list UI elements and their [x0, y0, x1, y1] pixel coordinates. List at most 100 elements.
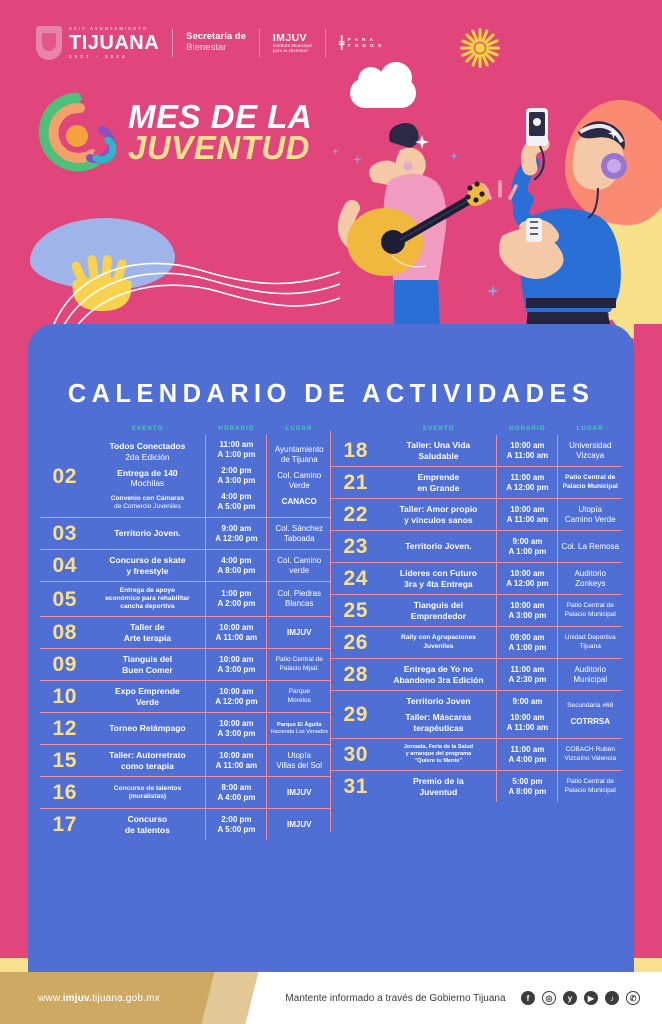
horario-line: A 12:00 pm: [215, 533, 258, 543]
tijuana-crest-icon: [36, 26, 62, 60]
youtube-icon[interactable]: ▶: [584, 991, 598, 1005]
table-row[interactable]: 30 Jornada, Feria de la Salud y arranque d…: [331, 738, 622, 771]
horario-cell: 2:00 pm A 5:00 pm: [205, 808, 267, 841]
evento-line: Territorio Joven: [406, 696, 471, 706]
day-cell: 29: [331, 689, 381, 739]
evento-cell: Entrega de apoyo económico para rehabilit…: [89, 580, 206, 617]
day-cell: 22: [331, 498, 381, 531]
table-row[interactable]: 12 Torneo Relámpago 10:00 am A 3:00 pm Parqu…: [40, 712, 331, 745]
twitter-icon[interactable]: y: [563, 991, 577, 1005]
table-row[interactable]: 31 Premio de la Juventud 5:00 pm A 8:00 pm Pa…: [331, 770, 622, 803]
day-number: 03: [52, 522, 77, 545]
evento-text: Taller de Arte terapia: [91, 622, 203, 643]
ayuntamiento-label: XXIV AYUNTAMIENTO: [69, 25, 149, 31]
table-row[interactable]: 15 Taller: Autorretrato como terapia 10:00 …: [40, 744, 331, 777]
lugar-cell: COBACH Rubén Vizcaíno Valencia: [557, 738, 622, 771]
table-row[interactable]: 28 Entrega de Yo no Abandono 3ra Edición 11…: [331, 658, 622, 691]
evento-line: Jornada, Feria de la Salud: [403, 744, 474, 751]
horario-cell: 11:00 am A 4:00 pm: [496, 738, 558, 771]
footer-url-panel: www.imjuv.tijuana.gob.mx: [0, 972, 230, 1024]
table-row[interactable]: 23 Territorio Joven. 9:00 am A 1:00 pm Col. …: [331, 530, 622, 563]
yellow-hand-shape: [71, 255, 132, 311]
evento-text: Torneo Relámpago: [91, 723, 203, 733]
evento-line: Expo Emprende: [115, 686, 180, 697]
day-number: 02: [52, 464, 77, 488]
horario-line: 1:00 pm: [221, 589, 252, 599]
horario-line: 10:00 am: [510, 440, 545, 450]
horario-line: A 8:00 pm: [508, 786, 547, 796]
table-row[interactable]: 24 Líderes con Futuro 3ra y 4ta Entrega 10:…: [331, 562, 622, 595]
horario-cell: 9:00 am A 12:00 pm: [205, 517, 267, 550]
url-brand: imjuv.: [62, 992, 93, 1004]
website-url[interactable]: www.imjuv.tijuana.gob.mx: [38, 993, 160, 1004]
day-number: 23: [343, 535, 368, 558]
lugar-line: Col. Sánchez: [275, 523, 324, 533]
horario-text: 10:00 am A 12:00 pm: [208, 687, 264, 707]
table-row[interactable]: 09 Tianguis del Buen Comer 10:00 am A 3:00 p…: [40, 648, 331, 681]
lugar-cell: Universidad Vizcaya: [557, 435, 622, 467]
lugar-line: de Tijuana: [280, 455, 318, 464]
lugar-line: Col. Piedras: [277, 589, 322, 599]
lugar-text: COBACH Rubén Vizcaíno Valencia: [560, 746, 620, 762]
para-line2: T O D O S: [347, 43, 383, 48]
whatsapp-icon[interactable]: ✆: [626, 991, 640, 1005]
horario-text: 9:00 am 10:00 am A 11:00 am: [499, 697, 555, 733]
table-row[interactable]: 29 Territorio Joven Taller: Máscaras terapé…: [331, 689, 622, 739]
horario-line: A 3:00 pm: [217, 728, 256, 738]
table-row[interactable]: 05 Entrega de apoyo económico para rehabil…: [40, 580, 331, 617]
table-row[interactable]: 26 Rally con Agrupaciones Juveniles 09:00 a…: [331, 626, 622, 659]
table-row[interactable]: 02 Todos Conectados 2da Edición Entrega de …: [40, 435, 331, 518]
evento-cell: Tianguis del Emprendedor: [380, 594, 497, 627]
evento-line: Abandono 3ra Edición: [393, 674, 484, 685]
evento-cell: Rally con Agrupaciones Juveniles: [380, 626, 497, 659]
horario-line: 4:00 pm: [221, 555, 252, 565]
table-row[interactable]: 08 Taller de Arte terapia 10:00 am A 11:00 a…: [40, 616, 331, 649]
lugar-line: Parque El Águila: [277, 721, 322, 728]
evento-line: 3ra y 4ta Entrega: [404, 578, 473, 589]
col-header-horario: HORARIO: [218, 425, 255, 432]
day-number: 17: [52, 813, 77, 837]
lugar-line: Utopía: [287, 750, 312, 760]
day-cell: 08: [40, 616, 90, 649]
tiktok-icon[interactable]: ♪: [605, 991, 619, 1005]
logo-divider: [258, 29, 260, 57]
lugar-cell: Secundaria #68 COTRRSA: [557, 689, 622, 739]
lugar-cell: Utopía Camino Verde: [557, 498, 622, 531]
horario-text: 1:00 pm A 2:00 pm: [208, 589, 264, 609]
lugar-text: IMJUV: [269, 788, 329, 798]
day-number: 31: [343, 775, 368, 799]
horario-line: A 4:00 pm: [508, 754, 547, 764]
evento-text: Territorio Joven.: [91, 528, 203, 538]
table-row[interactable]: 16 Concurso de talentos (muralistas) 8:00 a…: [40, 776, 331, 809]
evento-text: Taller: Una Vida Saludable: [382, 440, 494, 461]
sparkle-icon: [450, 152, 458, 160]
table-row[interactable]: 03 Territorio Joven. 9:00 am A 12:00 pm Col.…: [40, 517, 331, 550]
day-number: 28: [343, 663, 368, 686]
lugar-line: Palacio Mpal.: [279, 664, 320, 672]
evento-line: y arranque del programa: [405, 751, 472, 758]
table-row[interactable]: 10 Expo Emprende Verde 10:00 am A 12:00 pm Pa…: [40, 680, 331, 713]
horario-line: A 5:00 pm: [217, 824, 256, 834]
lugar-line: Parque: [288, 688, 310, 696]
evento-line: y freestyle: [126, 565, 169, 576]
table-row[interactable]: 21 Emprende en Grande 11:00 am A 12:00 pm Pat…: [331, 466, 622, 499]
day-cell: 18: [331, 435, 380, 467]
table-row[interactable]: 22 Taller: Amor propio y vínculos sanos 10:…: [331, 498, 622, 531]
table-row[interactable]: 17 Concurso de talentos 2:00 pm A 5:00 pm IMJ…: [40, 808, 331, 841]
horario-line: A 12:00 pm: [215, 696, 258, 706]
evento-line: de Comercio Juveniles: [114, 502, 181, 510]
table-row[interactable]: 25 Tianguis del Emprendedor 10:00 am A 3:00 …: [331, 594, 622, 627]
evento-cell: Territorio Joven Taller: Máscaras terapéut…: [380, 689, 497, 739]
lugar-line: Municipal: [573, 674, 608, 684]
table-row[interactable]: 18 Taller: Una Vida Saludable 10:00 am A 11:…: [331, 435, 622, 467]
calendar-column-left: EVENTO HORARIO LUGAR 02 Todos Conectados 2…: [40, 425, 331, 841]
evento-line: Tianguis del: [413, 600, 464, 611]
facebook-icon[interactable]: f: [521, 991, 535, 1005]
evento-cell: Territorio Joven.: [89, 517, 206, 550]
day-cell: 16: [40, 776, 90, 809]
evento-line: Líderes con Futuro: [399, 568, 477, 579]
table-row[interactable]: 04 Concurso de skate y freestyle 4:00 pm A 8…: [40, 549, 331, 582]
lugar-cell: IMJUV: [266, 776, 331, 809]
horario-line: A 12:00 pm: [506, 578, 549, 588]
instagram-icon[interactable]: ◎: [542, 991, 556, 1005]
